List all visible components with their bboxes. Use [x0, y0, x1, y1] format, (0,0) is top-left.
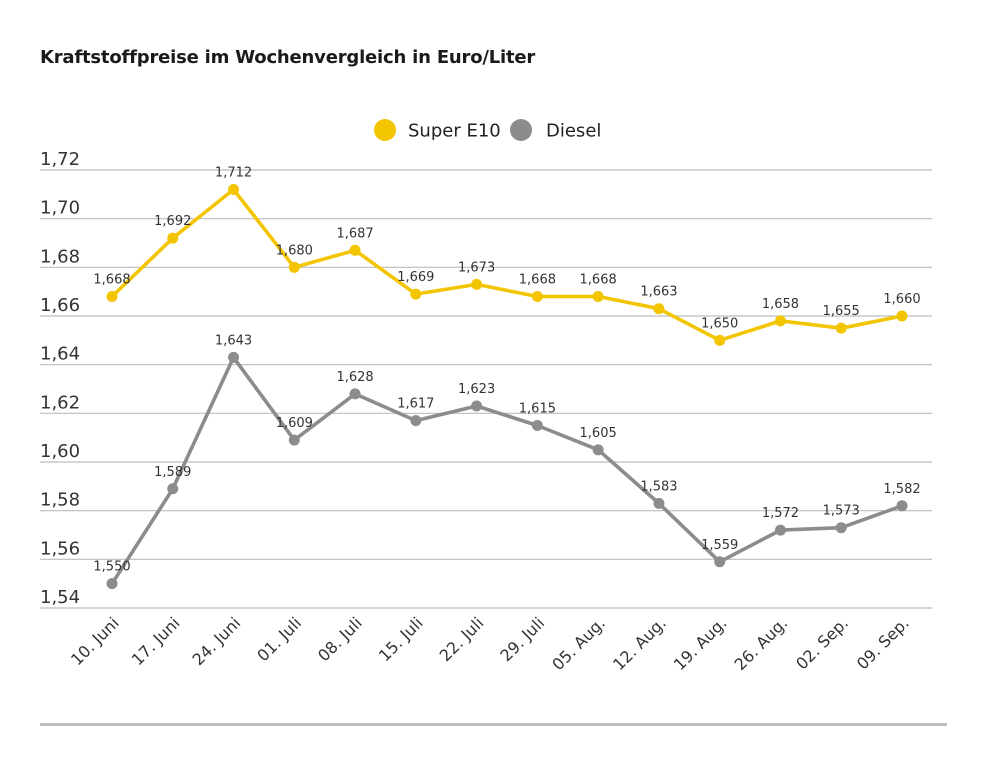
data-label: 1,559: [701, 538, 738, 553]
data-label: 1,550: [93, 560, 130, 575]
x-tick-label: 12. Aug.: [609, 613, 670, 674]
y-axis: 1,72 1,70 1,68 1,66 1,64 1,62 1,60 1,58 1,56 1,54: [40, 149, 80, 608]
series-group: 1,668 1,692 1,712 1,680 1,687 1,669 1,673 1,668…: [93, 165, 921, 346]
data-point: [774, 315, 786, 327]
data-point: [106, 578, 118, 590]
x-tick-label: 02. Sep.: [792, 613, 852, 673]
data-point: [653, 303, 665, 315]
data-label: 1,583: [640, 479, 677, 494]
data-point: [774, 524, 786, 536]
data-point: [106, 291, 118, 303]
grid: [40, 169, 932, 609]
data-point: [653, 497, 665, 509]
chart-title: Kraftstoffpreise im Wochenvergleich in E…: [40, 47, 536, 68]
data-point: [714, 556, 726, 568]
legend-label: Super E10: [408, 121, 501, 142]
data-point: [714, 334, 726, 346]
data-point: [288, 261, 300, 273]
y-tick-label: 1,60: [40, 441, 80, 462]
y-tick-label: 1,64: [40, 344, 80, 365]
data-label: 1,572: [762, 506, 799, 521]
data-label: 1,655: [823, 304, 860, 319]
x-tick-label: 29. Juli: [496, 613, 548, 665]
legend: Super E10 Diesel: [374, 119, 601, 142]
data-point: [349, 244, 361, 256]
y-tick-label: 1,66: [40, 295, 80, 316]
data-point: [167, 232, 179, 244]
x-tick-label: 09. Sep.: [853, 613, 913, 673]
data-point: [228, 351, 240, 363]
data-point: [349, 388, 361, 400]
legend-label: Diesel: [546, 121, 601, 142]
data-label: 1,673: [458, 260, 495, 275]
data-label: 1,628: [336, 370, 373, 385]
data-label: 1,712: [215, 165, 252, 180]
footer-divider: [40, 723, 947, 726]
series: 1,668 1,692 1,712 1,680 1,687 1,669 1,673 1,668…: [93, 165, 921, 590]
data-label: 1,660: [883, 292, 920, 307]
y-tick-label: 1,62: [40, 392, 80, 413]
x-tick-label: 22. Juli: [436, 613, 488, 665]
data-point: [167, 483, 179, 495]
data-label: 1,573: [823, 504, 860, 519]
data-point: [471, 400, 483, 412]
x-tick-label: 15. Juli: [375, 613, 427, 665]
data-point: [896, 500, 908, 512]
data-label: 1,668: [93, 273, 130, 288]
series-line: [110, 187, 904, 343]
data-point: [835, 322, 847, 334]
x-tick-label: 08. Juli: [314, 613, 366, 665]
data-label: 1,687: [336, 226, 373, 241]
x-tick-label: 26. Aug.: [731, 613, 792, 674]
data-label: 1,589: [154, 465, 191, 480]
data-label: 1,692: [154, 214, 191, 229]
data-point: [896, 310, 908, 322]
x-tick-label: 17. Juni: [128, 613, 184, 669]
y-tick-label: 1,70: [40, 198, 80, 219]
y-tick-label: 1,56: [40, 538, 80, 559]
legend-marker: [374, 119, 396, 141]
data-point: [228, 183, 240, 195]
data-label: 1,663: [640, 285, 677, 300]
x-tick-label: 05. Aug.: [548, 613, 609, 674]
data-label: 1,658: [762, 297, 799, 312]
y-tick-label: 1,72: [40, 149, 80, 170]
data-label: 1,623: [458, 382, 495, 397]
x-tick-label: 10. Juni: [67, 613, 123, 669]
data-point: [288, 434, 300, 446]
y-tick-label: 1,54: [40, 587, 80, 608]
data-label: 1,650: [701, 316, 738, 331]
data-point: [471, 278, 483, 290]
data-label: 1,617: [397, 397, 434, 412]
series-line: [110, 355, 904, 586]
y-tick-label: 1,58: [40, 490, 80, 511]
y-tick-label: 1,68: [40, 246, 80, 267]
data-label: 1,609: [276, 416, 313, 431]
data-point: [531, 291, 543, 303]
data-label: 1,643: [215, 333, 252, 348]
x-tick-label: 19. Aug.: [670, 613, 731, 674]
data-label: 1,582: [883, 482, 920, 497]
x-tick-label: 01. Juli: [253, 613, 305, 665]
series-group: 1,550 1,589 1,643 1,609 1,628 1,617 1,623 1,615…: [93, 333, 921, 590]
data-label: 1,668: [580, 273, 617, 288]
data-label: 1,680: [276, 243, 313, 258]
data-label: 1,669: [397, 270, 434, 285]
legend-marker: [510, 119, 532, 141]
data-label: 1,668: [519, 273, 556, 288]
x-axis: 10. Juni 17. Juni 24. Juni 01. Juli 08. Juli…: [67, 613, 913, 674]
x-tick-label: 24. Juni: [189, 613, 245, 669]
data-label: 1,605: [580, 426, 617, 441]
data-point: [592, 291, 604, 303]
data-label: 1,615: [519, 402, 556, 417]
data-point: [835, 522, 847, 534]
data-point: [531, 420, 543, 431]
data-point: [592, 444, 604, 456]
data-point: [410, 415, 422, 427]
data-point: [410, 288, 422, 300]
